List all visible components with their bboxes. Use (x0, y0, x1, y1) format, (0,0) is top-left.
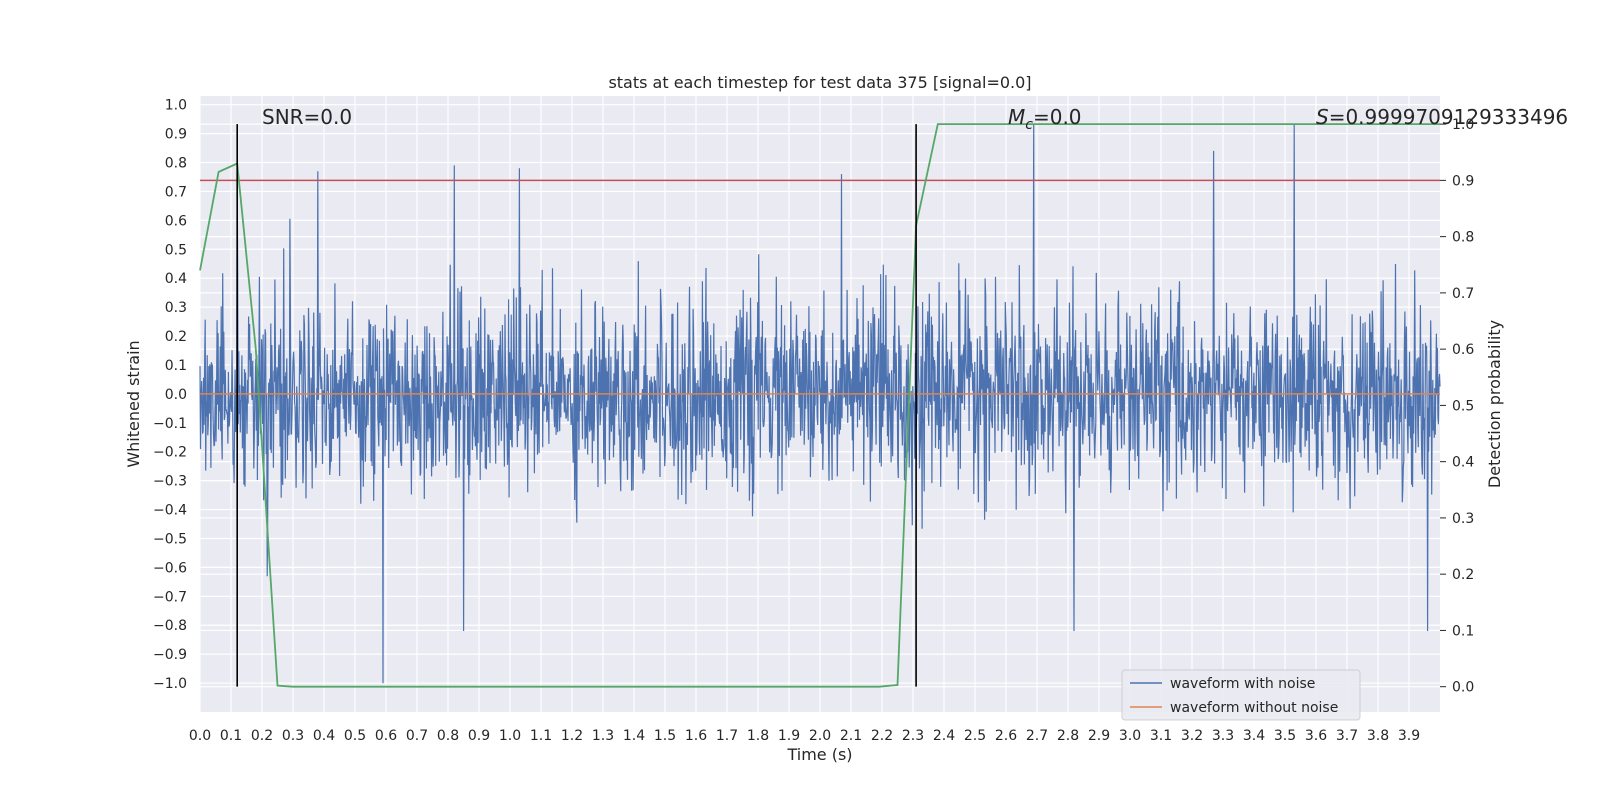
x-tick-label: 2.1 (840, 728, 862, 744)
x-tick-label: 1.1 (530, 728, 552, 744)
y-tick-label: −0.9 (153, 647, 187, 663)
x-tick-label: 2.9 (1088, 728, 1110, 744)
score-value: =0.9999709129333496 (1329, 105, 1568, 129)
legend-box (1121, 669, 1361, 721)
y-tick-label: −0.1 (153, 416, 187, 432)
y-tick-label: −0.8 (153, 618, 187, 634)
x-tick-label: 2.7 (1026, 728, 1048, 744)
detection-probability-line (199, 123, 1440, 688)
chirp-mass-subscript: c (1025, 117, 1033, 133)
right-y-tick-label: 0.7 (1452, 286, 1474, 302)
x-tick-label: 1.5 (654, 728, 676, 744)
x-tick-label: 0.3 (282, 728, 304, 744)
x-tick-label: 3.1 (1150, 728, 1172, 744)
y-tick-label: −0.2 (153, 445, 187, 461)
right-y-axis-label: Detection probability (1485, 320, 1504, 488)
x-tick-label: 0.2 (251, 728, 273, 744)
right-y-tick-label: 0.0 (1452, 680, 1474, 696)
y-tick-label: 0.2 (165, 329, 187, 345)
right-y-tick-label: 0.6 (1452, 342, 1474, 358)
score-annotation: S=0.9999709129333496 (1316, 105, 1568, 129)
x-tick-label: 0.5 (344, 728, 366, 744)
x-tick-label: 1.0 (499, 728, 521, 744)
legend-label-noise: waveform with noise (1170, 676, 1315, 692)
x-tick-label: 2.6 (995, 728, 1017, 744)
y-tick-label: 0.3 (165, 300, 187, 316)
y-tick-label: 0.9 (165, 127, 187, 143)
x-tick-label: 3.9 (1398, 728, 1420, 744)
x-tick-label: 1.9 (778, 728, 800, 744)
y-tick-label: 1.0 (165, 98, 187, 114)
waveform-with-noise-line (199, 124, 1441, 684)
x-tick-label: 1.8 (747, 728, 769, 744)
x-axis-label: Time (s) (786, 745, 852, 764)
y-tick-label: −0.7 (153, 589, 187, 605)
x-tick-label: 1.2 (561, 728, 583, 744)
right-y-tick-label: 0.8 (1452, 230, 1474, 246)
snr-annotation: SNR=0.0 (262, 105, 352, 129)
x-tick-label: 1.6 (685, 728, 707, 744)
right-y-tick-label: 0.1 (1452, 623, 1474, 639)
x-tick-label: 0.0 (189, 728, 211, 744)
x-tick-label: 3.8 (1367, 728, 1389, 744)
x-tick-label: 2.5 (964, 728, 986, 744)
x-tick-label: 3.2 (1181, 728, 1203, 744)
y-tick-label: −1.0 (153, 676, 187, 692)
right-y-tick-label: 0.2 (1452, 567, 1474, 583)
y-tick-label: 0.7 (165, 184, 187, 200)
right-y-tick-label: 0.4 (1452, 455, 1474, 471)
overlay (199, 123, 1440, 688)
y-tick-label: 0.8 (165, 156, 187, 172)
x-tick-label: 2.2 (871, 728, 893, 744)
y-tick-label: 0.6 (165, 213, 187, 229)
y-tick-label: −0.4 (153, 503, 187, 519)
legend-label-clean: waveform without noise (1170, 700, 1338, 716)
x-tick-label: 0.1 (220, 728, 242, 744)
x-tick-label: 0.4 (313, 728, 335, 744)
x-tick-label: 0.7 (406, 728, 428, 744)
x-tick-label: 3.5 (1274, 728, 1296, 744)
y-tick-label: 0.0 (165, 387, 187, 403)
x-tick-label: 0.6 (375, 728, 397, 744)
x-tick-label: 2.3 (902, 728, 924, 744)
y-axis-ticks: 1.0 0.9 0.8 0.7 0.6 0.5 0.4 0.3 0.2 0.1 0.0 −0.1 −0.… (153, 98, 187, 692)
x-tick-label: 3.6 (1305, 728, 1327, 744)
chirp-mass-symbol: M (1008, 105, 1025, 129)
series-waveform-with-noise (199, 124, 1441, 684)
score-symbol: S (1316, 105, 1329, 129)
right-y-tick-label: 1.0 (1452, 117, 1474, 133)
y-axis-label: Whitened strain (124, 340, 143, 467)
right-y-axis-ticks: 1.0 0.9 0.8 0.7 0.6 0.5 0.4 0.3 0.2 0.1 0.0 (1440, 117, 1474, 696)
right-y-tick-label: 0.3 (1452, 511, 1474, 527)
x-tick-label: 3.7 (1336, 728, 1358, 744)
x-tick-label: 3.0 (1119, 728, 1141, 744)
x-tick-label: 1.7 (716, 728, 738, 744)
y-tick-label: 0.1 (165, 358, 187, 374)
right-y-tick-label: 0.9 (1452, 173, 1474, 189)
y-tick-label: −0.6 (153, 560, 187, 576)
legend: waveform with noise waveform without noi… (1121, 669, 1361, 721)
y-tick-label: 0.4 (165, 271, 187, 287)
x-tick-label: 0.9 (468, 728, 490, 744)
x-tick-label: 3.4 (1243, 728, 1265, 744)
right-y-tick-label: 0.5 (1452, 398, 1474, 414)
x-tick-label: 0.8 (437, 728, 459, 744)
y-tick-label: −0.3 (153, 474, 187, 490)
x-tick-label: 3.3 (1212, 728, 1234, 744)
x-tick-label: 1.3 (592, 728, 614, 744)
chirp-mass-value: =0.0 (1033, 105, 1082, 129)
x-tick-label: 2.8 (1057, 728, 1079, 744)
chirp-mass-annotation: Mc=0.0 (1008, 105, 1082, 133)
x-axis-ticks: 0.0 0.1 0.2 0.3 0.4 0.5 0.6 0.7 0.8 0.9 1.0 1.1 1.2 1… (189, 728, 1420, 744)
x-tick-label: 2.4 (933, 728, 955, 744)
x-tick-label: 2.0 (809, 728, 831, 744)
y-tick-label: 0.5 (165, 242, 187, 258)
x-tick-label: 1.4 (623, 728, 645, 744)
chart-title: stats at each timestep for test data 375… (608, 73, 1031, 92)
y-tick-label: −0.5 (153, 531, 187, 547)
